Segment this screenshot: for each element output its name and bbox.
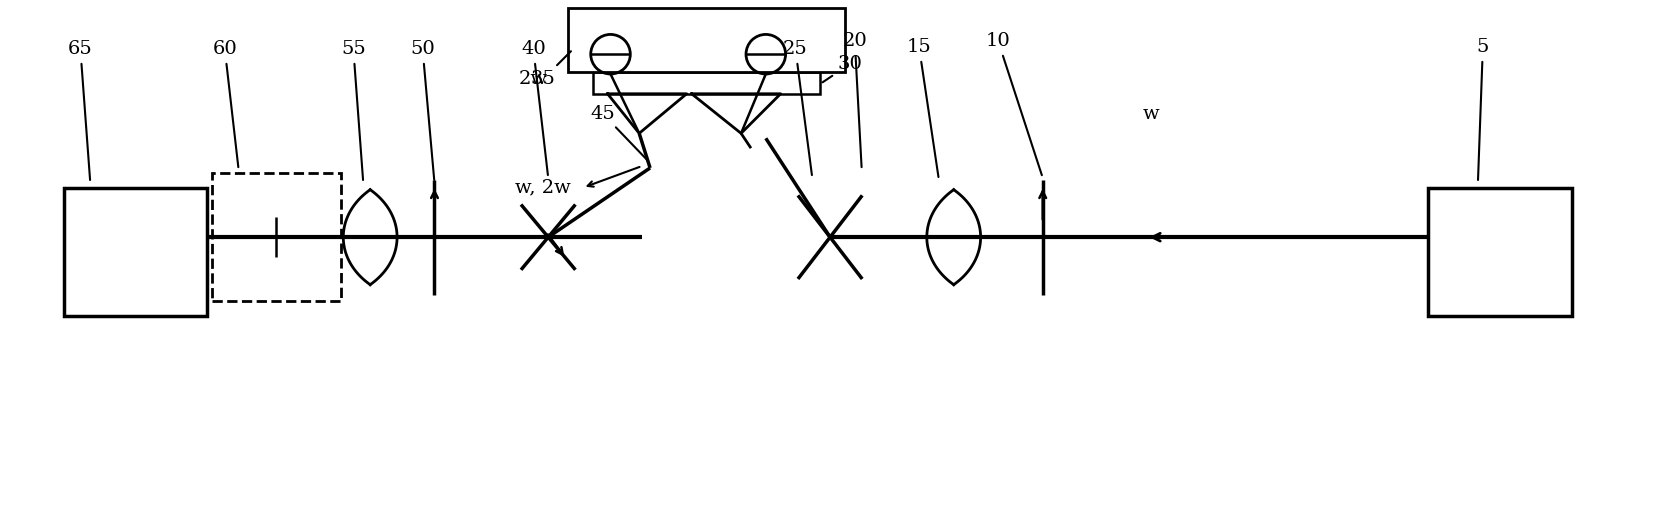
Bar [64,188,208,316]
Text: 30: 30 [823,55,863,82]
Text: 15: 15 [907,39,939,177]
Text: w, 2w: w, 2w [515,179,572,197]
Bar [593,72,820,94]
Text: 10: 10 [985,32,1042,175]
Text: 25: 25 [783,40,811,175]
Bar [211,173,340,302]
Text: 50: 50 [411,40,436,180]
Text: w: w [1143,104,1160,123]
Text: 65: 65 [69,40,92,180]
Text: 20: 20 [843,32,866,167]
Text: 60: 60 [213,40,238,167]
Text: 35: 35 [531,51,572,88]
Bar [568,8,845,72]
Bar [1428,188,1572,316]
Text: 2w: 2w [520,70,548,88]
Text: 55: 55 [340,40,365,180]
Text: 5: 5 [1477,39,1488,180]
Text: 40: 40 [521,40,548,175]
Text: 45: 45 [590,104,649,161]
